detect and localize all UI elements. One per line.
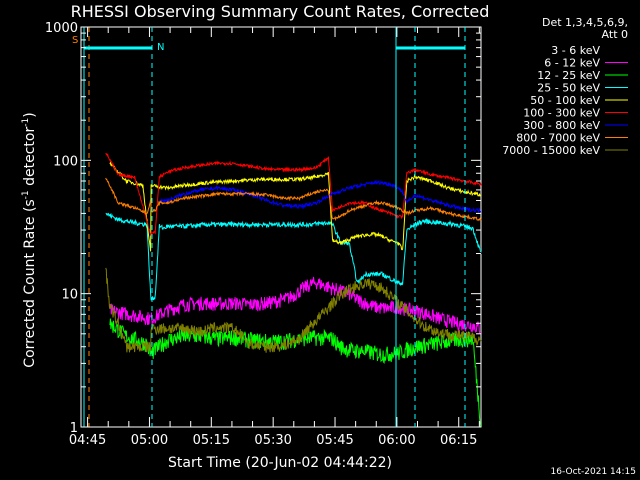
y-tick-label: 10 — [61, 288, 78, 303]
legend-label: 800 - 7000 keV — [516, 132, 600, 145]
y-axis-label-end: ) — [22, 112, 38, 117]
legend-header-line: Att 0 — [602, 28, 628, 41]
legend-label: 25 - 50 keV — [537, 82, 600, 95]
legend-label: 7000 - 15000 keV — [502, 144, 600, 157]
flag-label-n: N — [157, 42, 164, 53]
x-tick-label: 06:00 — [378, 433, 415, 448]
legend-label: 3 - 6 keV — [551, 44, 600, 57]
series-line-8 — [105, 267, 482, 353]
x-tick-label: 06:15 — [440, 433, 477, 448]
y-axis-label-mid: detector — [22, 127, 38, 191]
x-tick-label: 05:45 — [316, 433, 353, 448]
x-tick-label: 05:00 — [131, 433, 168, 448]
series-line-4 — [109, 160, 481, 252]
x-axis-label: Start Time (20-Jun-02 04:44:22) — [168, 455, 392, 471]
legend-header-line: Det 1,3,4,5,6,9, — [542, 16, 628, 29]
flag-label-s: S — [72, 35, 78, 46]
generated-timestamp: 16-Oct-2021 14:15 — [551, 467, 636, 477]
series-line-1 — [109, 276, 482, 334]
x-tick-label: 05:30 — [254, 433, 291, 448]
series-line-3 — [105, 212, 482, 301]
x-tick-label: 05:15 — [193, 433, 230, 448]
series-line-5 — [105, 152, 482, 237]
y-tick-label: 100 — [53, 154, 78, 169]
legend-label: 300 - 800 keV — [523, 119, 600, 132]
flag-layer: SN — [72, 27, 466, 427]
x-tick-label: 04:45 — [69, 433, 106, 448]
series-line-2 — [109, 318, 481, 428]
y-axis-label-main: Corrected Count Rate (s — [22, 199, 38, 367]
y-tick-label: 1000 — [45, 21, 78, 36]
chart-title: RHESSI Observing Summary Count Rates, Co… — [71, 2, 490, 21]
legend-label: 50 - 100 keV — [530, 94, 600, 107]
series-layer — [105, 152, 482, 428]
y-axis-label-sup1: -1 — [21, 190, 31, 199]
y-tick-label: 1 — [70, 421, 78, 436]
legend-label: 12 - 25 keV — [537, 69, 600, 82]
y-axis-label: Corrected Count Rate (s-1 detector-1) — [21, 112, 38, 367]
y-axis-label-sup2: -1 — [21, 118, 31, 127]
series-line-7 — [105, 177, 482, 222]
legend-label: 100 - 300 keV — [523, 107, 600, 120]
series-line-6 — [159, 179, 482, 214]
plot-frame — [80, 26, 482, 428]
axis-layer: 1 10 100 1000 04:45 05:00 05:15 05:30 05:45 06:00… — [45, 21, 481, 448]
legend-label: 6 - 12 keV — [544, 57, 600, 70]
